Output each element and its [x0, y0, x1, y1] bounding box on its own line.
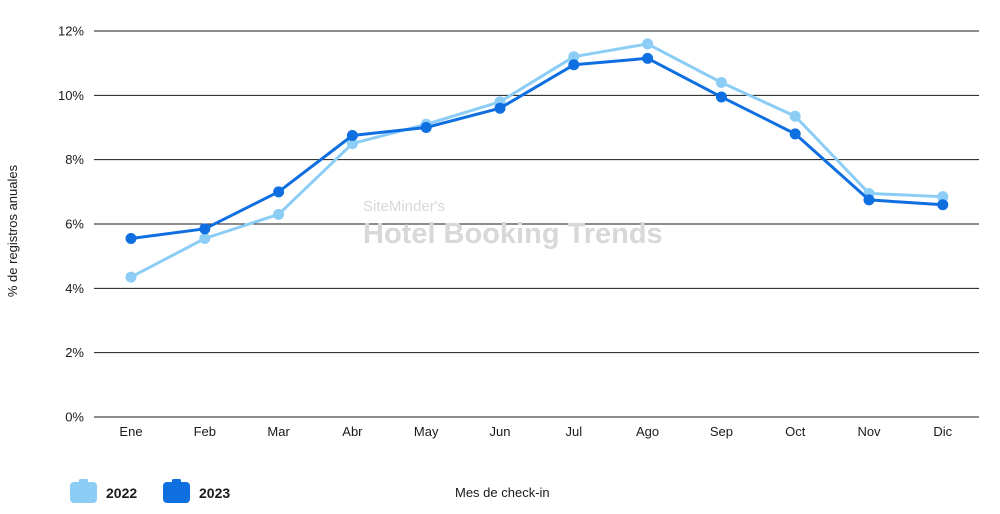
y-axis-title: % de registros anuales — [5, 164, 20, 297]
data-point — [568, 59, 580, 71]
y-tick-label: 10% — [58, 88, 84, 103]
data-point — [937, 199, 949, 211]
x-tick-label: Mar — [267, 424, 290, 439]
series-2023 — [125, 52, 949, 244]
data-point — [789, 128, 801, 140]
x-tick-label: Jul — [565, 424, 582, 439]
legend-item-2023: 2023 — [163, 479, 230, 503]
watermark-line-2: Hotel Booking Trends — [363, 218, 663, 250]
legend-label: 2023 — [199, 485, 230, 501]
x-axis-title: Mes de check-in — [455, 485, 550, 500]
data-point — [420, 122, 432, 133]
data-point — [937, 191, 949, 203]
legend-item-2022: 2022 — [70, 479, 137, 503]
data-point — [346, 130, 358, 142]
x-tick-label: Dic — [933, 424, 952, 439]
x-tick-label: Jun — [490, 424, 511, 439]
series-line-2023 — [129, 56, 945, 240]
legend-swatch — [163, 482, 190, 503]
legend: 2022 2023 — [70, 479, 230, 503]
data-point — [715, 91, 727, 103]
data-point — [789, 110, 801, 122]
x-tick-label: Feb — [194, 424, 216, 439]
x-tick-label: May — [414, 424, 439, 439]
data-point — [125, 271, 137, 283]
legend-swatch-handle — [79, 479, 88, 484]
data-point — [494, 102, 506, 114]
data-point — [273, 186, 285, 198]
data-point — [863, 194, 875, 206]
gridlines — [94, 30, 979, 418]
x-axis-ticks: Ene Feb Mar Abr May Jun Jul Ago Sep Oct Nov Dic — [119, 424, 952, 439]
x-tick-label: Ago — [636, 424, 659, 439]
legend-swatch — [70, 482, 97, 503]
data-point — [642, 52, 654, 64]
legend-swatch-handle — [172, 479, 181, 484]
y-axis-ticks: 0% 2% 4% 6% 8% 10% 12% — [58, 24, 84, 425]
y-tick-label: 2% — [65, 345, 84, 360]
x-tick-label: Nov — [857, 424, 881, 439]
watermark-line-1: SiteMinder's — [363, 198, 445, 215]
legend-label: 2022 — [106, 485, 137, 501]
data-point — [346, 138, 358, 150]
y-tick-label: 0% — [65, 410, 84, 425]
y-tick-label: 4% — [65, 281, 84, 296]
data-point — [642, 38, 654, 50]
x-tick-label: Sep — [710, 424, 733, 439]
data-point — [125, 232, 137, 244]
series-group — [125, 38, 949, 283]
y-tick-label: 12% — [58, 24, 84, 39]
data-point — [568, 51, 580, 63]
data-point — [273, 208, 285, 220]
x-tick-label: Oct — [785, 424, 806, 439]
x-tick-label: Ene — [119, 424, 142, 439]
data-point — [199, 232, 211, 244]
data-point — [199, 223, 211, 235]
series-line-2022 — [129, 42, 945, 279]
watermark: SiteMinder's Hotel Booking Trends — [363, 198, 663, 250]
y-tick-label: 6% — [65, 217, 84, 232]
y-tick-label: 8% — [65, 152, 84, 167]
x-tick-label: Abr — [342, 424, 363, 439]
data-point — [715, 76, 727, 88]
